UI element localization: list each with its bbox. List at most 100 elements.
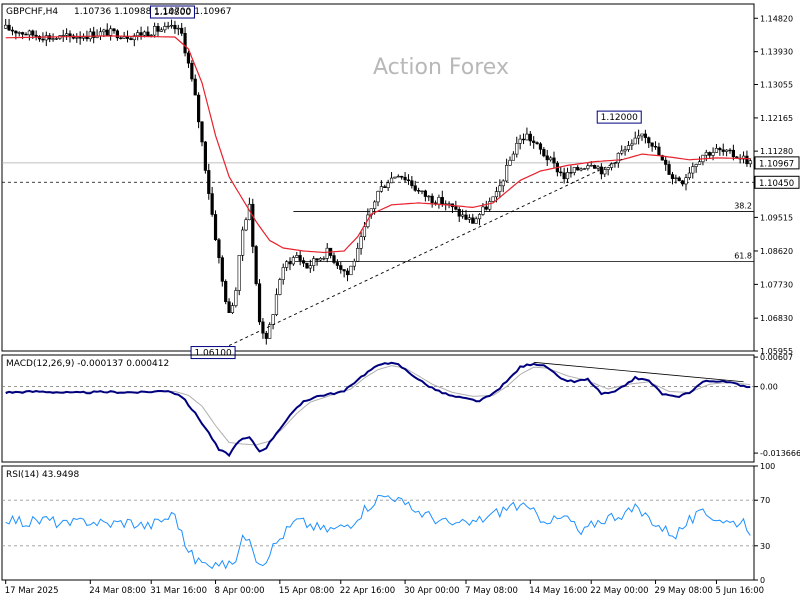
- candle-body: [322, 258, 326, 260]
- candle-body: [630, 143, 634, 146]
- candle-body: [457, 209, 461, 217]
- candle-body: [572, 167, 576, 173]
- candle-body: [81, 36, 86, 39]
- candle-body: [538, 143, 543, 150]
- time-tick-label: 29 May 08:00: [655, 586, 713, 596]
- candle-body: [237, 254, 241, 291]
- candle-body: [413, 185, 417, 191]
- candle-body: [34, 34, 38, 37]
- candle-body: [159, 29, 163, 32]
- candle-body: [156, 26, 160, 32]
- watermark: Action Forex: [373, 55, 509, 80]
- candle-body: [109, 28, 113, 36]
- candle-body: [488, 201, 492, 210]
- time-tick-label: 31 Mar 16:00: [150, 586, 207, 596]
- chart-header: GBPCHF,H4: [6, 7, 58, 17]
- candle-body: [105, 29, 109, 36]
- candle-body: [708, 152, 712, 156]
- candle-body: [332, 255, 336, 263]
- candle-body: [44, 35, 48, 41]
- candle-body: [14, 30, 18, 34]
- candle-body: [410, 180, 414, 187]
- candle-body: [78, 37, 82, 39]
- time-tick-label: 22 Apr 16:00: [340, 586, 395, 596]
- candle-body: [349, 265, 353, 276]
- macd-axis-tick-label: -0.013666: [760, 449, 800, 458]
- candle-body: [684, 177, 688, 185]
- price-axis-tick-label: 1.12165: [760, 114, 793, 123]
- candle-body: [31, 30, 35, 36]
- candle-body: [51, 38, 55, 40]
- candle-body: [362, 226, 367, 238]
- candle-body: [423, 190, 427, 197]
- candle-body: [373, 201, 377, 209]
- candle-body: [511, 153, 515, 161]
- candle-body: [532, 140, 536, 143]
- candle-body: [731, 149, 735, 158]
- macd-main-line: [5, 361, 751, 458]
- candle-body: [403, 176, 407, 181]
- candle-body: [244, 219, 248, 231]
- candle-body: [345, 270, 350, 276]
- candle-body: [4, 24, 8, 29]
- candle-body: [379, 186, 383, 192]
- candle-body: [559, 171, 563, 174]
- macd-label: MACD(12,26,9) -0.000137 0.000412: [6, 359, 169, 369]
- macd-panel-frame: [1, 354, 755, 463]
- candle-body: [545, 155, 549, 161]
- candle-body: [88, 31, 92, 40]
- candle-body: [227, 301, 231, 313]
- candle-body: [291, 257, 295, 265]
- price-axis-tick-label: 1.14820: [760, 14, 793, 23]
- candle-body: [471, 217, 475, 224]
- candle-body: [98, 31, 103, 37]
- candle-body: [681, 180, 685, 185]
- candle-body: [528, 133, 532, 142]
- candle-body: [599, 166, 603, 175]
- candle-body: [633, 137, 637, 145]
- candle-body: [687, 172, 691, 179]
- candle-body: [54, 38, 59, 40]
- candle-body: [261, 321, 265, 334]
- candle-body: [383, 186, 387, 188]
- macd-axis-tick-label: 0.00: [760, 383, 778, 392]
- candle-body: [586, 165, 590, 169]
- ohlc-values: 1.10736 1.10988 1.10700 1.10967: [74, 7, 231, 17]
- rsi-label: RSI(14) 43.9498: [6, 470, 79, 480]
- candle-body: [119, 37, 123, 39]
- macd-panel: 0.00607 0.00 -0.013666: [1, 353, 800, 463]
- candle-body: [298, 255, 302, 261]
- candle-body: [142, 31, 147, 36]
- time-tick-label: 22 May 00:00: [590, 586, 648, 596]
- time-tick-label: 14 May 16:00: [529, 586, 587, 596]
- candle-body: [210, 193, 214, 215]
- candle-body: [653, 146, 658, 148]
- candle-body: [241, 229, 245, 256]
- candle-body: [515, 143, 519, 155]
- candle-body: [647, 137, 651, 144]
- candle-body: [667, 164, 671, 175]
- candle-body: [234, 290, 238, 306]
- candle-body: [481, 206, 485, 215]
- candle-body: [376, 190, 380, 203]
- candle-body: [352, 260, 356, 267]
- candle-body: [697, 161, 702, 165]
- candle-body: [200, 121, 204, 143]
- candle-body: [24, 33, 28, 36]
- candle-body: [180, 27, 184, 34]
- candle-body: [308, 265, 312, 269]
- candle-body: [305, 262, 309, 269]
- candle-body: [616, 152, 620, 164]
- candle-body: [190, 62, 194, 80]
- time-tick-label: 7 May 08:00: [465, 586, 518, 596]
- candle-body: [714, 148, 719, 153]
- candle-body: [220, 257, 224, 282]
- candle-body: [186, 52, 191, 64]
- marked-price-label: 1.14800: [154, 8, 191, 18]
- candle-body: [562, 172, 566, 180]
- marked-price-box: [190, 346, 236, 360]
- candle-body: [264, 332, 268, 339]
- candle-body: [494, 191, 499, 198]
- candle-body: [620, 150, 624, 154]
